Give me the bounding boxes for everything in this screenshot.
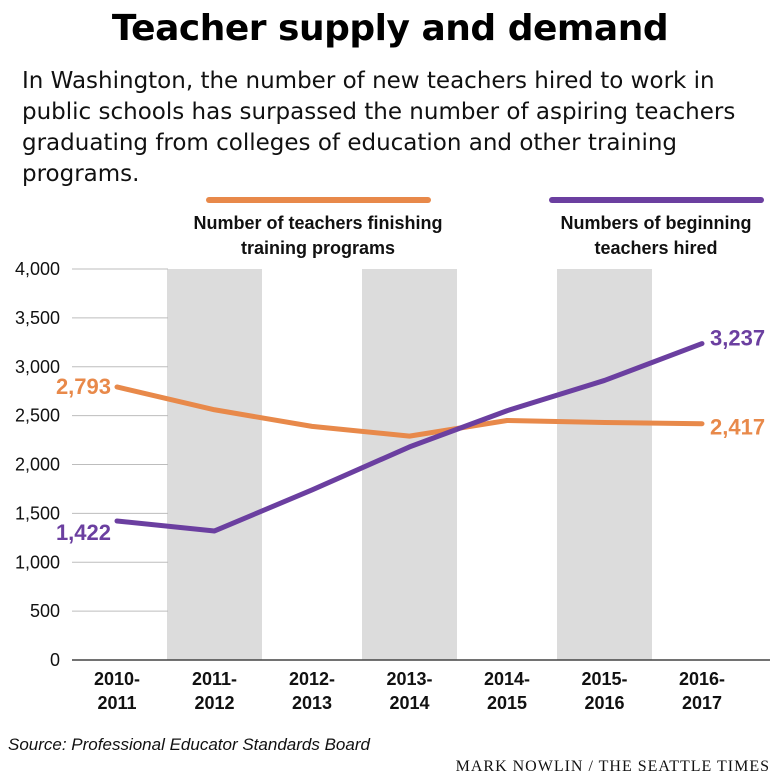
legend-label-hired: Numbers of beginning teachers hired xyxy=(560,213,752,258)
y-tick-label: 1,500 xyxy=(15,503,60,523)
legend-swatch-training xyxy=(205,197,431,203)
x-tick-label: 2011 xyxy=(97,693,136,713)
x-tick-label: 2013- xyxy=(386,669,432,689)
x-tick-label: 2013 xyxy=(292,693,332,713)
legend-hired: Numbers of beginning teachers hired xyxy=(540,197,772,261)
y-tick-label: 500 xyxy=(30,601,60,621)
x-tick-label: 2012 xyxy=(194,693,234,713)
y-tick-label: 3,000 xyxy=(15,357,60,377)
legend-label-training: Number of teachers finishing training pr… xyxy=(193,213,443,258)
x-tick-label: 2014- xyxy=(484,669,530,689)
chart-subtitle: In Washington, the number of new teacher… xyxy=(22,68,736,187)
data-label-end: 2,417 xyxy=(710,415,765,440)
x-tick-label: 2014 xyxy=(389,693,429,713)
y-tick-label: 0 xyxy=(50,650,60,670)
source-note: Source: Professional Educator Standards … xyxy=(8,735,370,754)
line-chart: 0 500 1,000 1,500 2,000 2,500 3,000 3,500 4,000 2… xyxy=(15,259,770,713)
y-tick-label: 2,000 xyxy=(15,455,60,475)
x-tick-label: 2016 xyxy=(584,693,624,713)
chart-title: Teacher supply and demand xyxy=(111,8,669,49)
x-tick-label: 2012- xyxy=(289,669,335,689)
y-tick-label: 3,500 xyxy=(15,308,60,328)
x-tick-label: 2015 xyxy=(487,693,527,713)
legend-training: Number of teachers finishing training pr… xyxy=(182,197,454,261)
x-tick-label: 2011- xyxy=(192,669,237,689)
data-label-start: 2,793 xyxy=(56,374,111,399)
shaded-band xyxy=(167,269,262,660)
x-tick-label: 2010- xyxy=(94,669,140,689)
data-label-end: 3,237 xyxy=(710,326,765,351)
y-tick-label: 2,500 xyxy=(15,406,60,426)
shaded-band xyxy=(557,269,652,660)
legend-swatch-hired xyxy=(548,197,764,203)
data-label-start: 1,422 xyxy=(56,520,111,545)
x-tick-label: 2016- xyxy=(679,669,725,689)
y-tick-label: 1,000 xyxy=(15,552,60,572)
x-tick-label: 2017 xyxy=(682,693,722,713)
y-tick-label: 4,000 xyxy=(15,259,60,279)
shaded-band xyxy=(362,269,457,660)
credit-line: MARK NOWLIN / THE SEATTLE TIMES xyxy=(455,758,770,775)
x-tick-label: 2015- xyxy=(581,669,627,689)
